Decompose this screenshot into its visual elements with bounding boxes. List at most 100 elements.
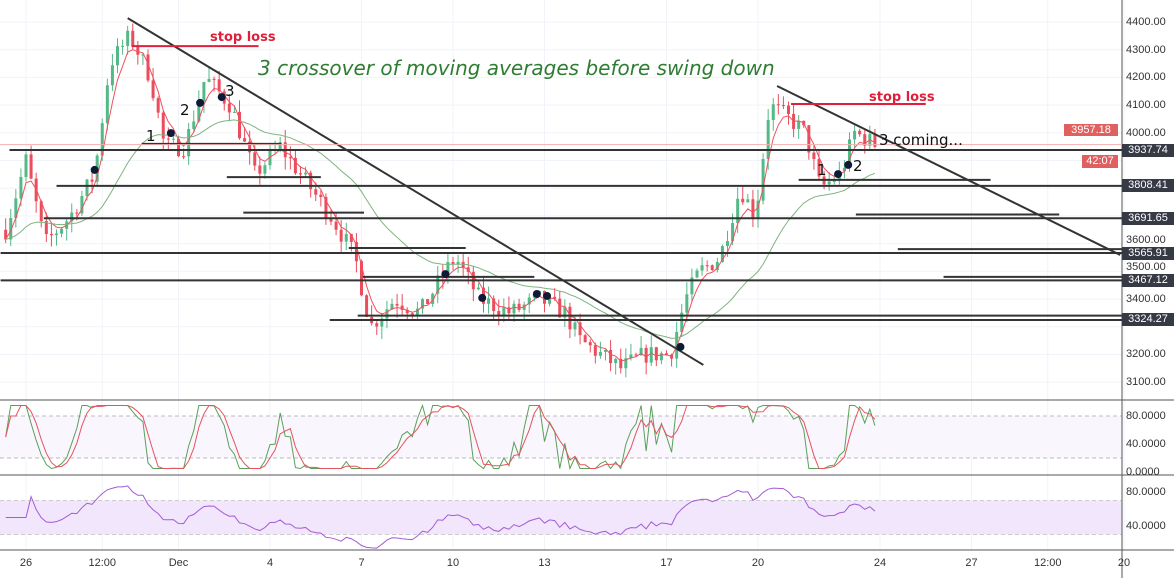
candle-body — [141, 54, 145, 56]
candle-body — [131, 30, 135, 46]
candle-body — [410, 313, 414, 316]
candle-body — [451, 262, 455, 264]
candle-body — [202, 81, 206, 102]
candle-body — [624, 358, 628, 369]
candle-body — [121, 45, 125, 47]
candle-body — [776, 104, 780, 106]
candle-body — [14, 198, 18, 219]
candle-body — [680, 312, 684, 332]
candle-body — [293, 157, 297, 174]
candle-body — [863, 134, 867, 146]
candle-body — [44, 221, 48, 235]
price-tick-label: 3500.00 — [1126, 260, 1166, 273]
time-tick-label: 20 — [1117, 557, 1131, 569]
candle-body — [171, 138, 175, 140]
candle-body — [243, 138, 247, 142]
candle-body — [207, 78, 211, 82]
candle-body — [146, 54, 150, 81]
candle-body — [507, 307, 511, 314]
rsi-axis-label: 40.0000 — [1126, 520, 1166, 532]
candle-body — [263, 165, 267, 174]
crossover-label-2: 2 — [180, 101, 190, 119]
price-tick-label: 4200.00 — [1126, 71, 1166, 84]
candle-body — [258, 165, 262, 174]
candle-body — [761, 158, 765, 201]
candle-body — [527, 297, 531, 305]
candle-body — [817, 159, 821, 177]
candle-body — [299, 173, 302, 175]
candle-body — [639, 347, 643, 356]
candle-body — [573, 322, 577, 330]
candle-body — [100, 123, 104, 156]
candle-body — [380, 318, 384, 327]
level-price-tag: 3691.65 — [1122, 211, 1174, 225]
crossover-label-right-2: 2 — [853, 157, 863, 175]
time-tick-label: 13 — [538, 557, 551, 569]
crossover-dot — [217, 93, 226, 102]
candle-body — [80, 196, 84, 214]
candle-body — [756, 200, 760, 218]
candle-body — [563, 306, 567, 318]
candle-body — [629, 354, 633, 359]
candle-body — [192, 121, 196, 129]
candle-body — [238, 111, 241, 139]
candle-body — [319, 194, 323, 198]
time-tick-label: 12:00 — [88, 557, 117, 569]
candle-body — [751, 199, 755, 218]
candle-body — [593, 345, 597, 356]
candle-body — [726, 241, 729, 247]
candle-body — [344, 234, 348, 242]
candle-body — [314, 189, 318, 195]
time-tick-label: 24 — [873, 557, 887, 569]
candle-body — [746, 199, 750, 203]
rsi-line — [5, 485, 876, 549]
candle-body — [354, 241, 358, 262]
level-price-tag: 3467.12 — [1122, 273, 1174, 287]
candle-body — [385, 309, 389, 319]
candle-body — [771, 104, 775, 120]
candle-body — [812, 152, 816, 160]
candle-body — [60, 228, 64, 234]
price-tick-label: 4400.00 — [1126, 16, 1166, 28]
bar-countdown: 42:07 — [1082, 155, 1118, 168]
stoch-band — [0, 416, 1122, 458]
stop-loss-label-right: stop loss — [869, 90, 935, 105]
candle-body — [334, 221, 338, 230]
candle-body — [278, 142, 282, 150]
level-price-tag: 3565.91 — [1122, 246, 1174, 260]
candle-body — [665, 353, 668, 355]
candle-body — [365, 295, 369, 317]
candle-body — [781, 104, 785, 106]
candle-body — [166, 138, 170, 140]
crossover-label-3: 3 — [225, 82, 235, 100]
time-tick-label: 20 — [751, 557, 765, 569]
candle-body — [182, 156, 186, 158]
candle-body — [9, 218, 13, 240]
candle-body — [253, 152, 257, 166]
candle-body — [309, 172, 313, 190]
chart-title: 3 crossover of moving averages before sw… — [258, 56, 775, 80]
level-price-tag: 3808.41 — [1122, 179, 1174, 193]
price-tick-label: 4300.00 — [1126, 43, 1166, 56]
candle-body — [604, 349, 607, 352]
coming-label: 3 coming... — [879, 131, 963, 149]
candle-body — [288, 157, 292, 159]
candle-body — [731, 223, 735, 242]
candle-body — [476, 287, 480, 290]
crossover-label-1: 1 — [146, 127, 156, 145]
candle-body — [49, 234, 53, 236]
candle-body — [187, 128, 191, 157]
candle-body — [766, 119, 770, 159]
candle-body — [741, 198, 745, 203]
candle-body — [492, 298, 496, 312]
candle-body — [24, 154, 28, 177]
rsi-band — [0, 500, 1122, 535]
stoch-axis-label: 0.0000 — [1126, 466, 1160, 478]
crossover-dot — [478, 293, 487, 302]
candle-body — [304, 172, 308, 175]
candle-body — [415, 308, 419, 316]
candle-body — [70, 212, 74, 222]
time-tick-label: Dec — [168, 557, 189, 569]
candle-body — [797, 120, 801, 129]
